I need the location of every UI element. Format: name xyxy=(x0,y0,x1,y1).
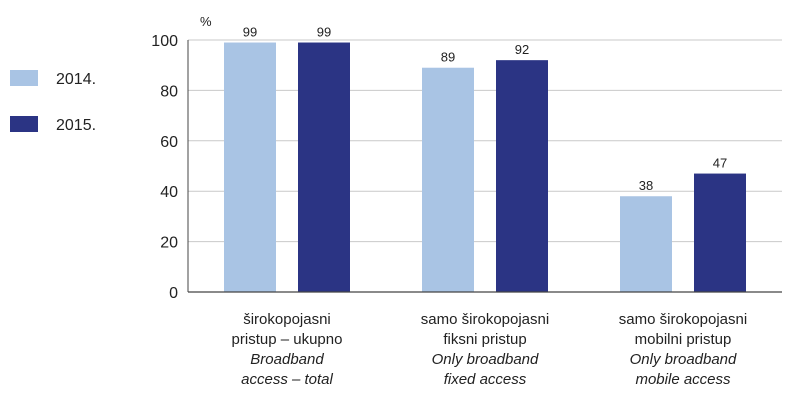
data-label: 47 xyxy=(713,156,727,171)
category-label: širokopojasni xyxy=(243,311,331,328)
data-label: 89 xyxy=(441,50,455,65)
y-tick-label: 0 xyxy=(169,285,178,302)
legend-label: 2015. xyxy=(56,117,96,134)
data-label: 99 xyxy=(243,25,257,40)
bar xyxy=(496,60,548,292)
legend-swatch xyxy=(10,70,38,86)
bar xyxy=(298,42,350,292)
axes: % xyxy=(187,14,782,293)
category-label: Only broadband xyxy=(630,351,737,368)
y-tick-label: 40 xyxy=(160,184,178,201)
unit-label: % xyxy=(200,14,212,29)
category-label: mobilni pristup xyxy=(635,331,732,348)
data-label: 99 xyxy=(317,25,331,40)
data-label: 92 xyxy=(515,42,529,57)
bar xyxy=(224,42,276,292)
category-label: samo širokopojasni xyxy=(619,311,747,328)
bars xyxy=(224,42,746,292)
category-label: samo širokopojasni xyxy=(421,311,549,328)
category-label: fiksni pristup xyxy=(443,331,526,348)
y-tick-label: 60 xyxy=(160,134,178,151)
category-label: Only broadband xyxy=(432,351,539,368)
legend-swatch xyxy=(10,116,38,132)
category-label: fixed access xyxy=(444,371,527,388)
legend-label: 2014. xyxy=(56,71,96,88)
legend: 2014. 2015. xyxy=(10,70,96,134)
category-label: pristup – ukupno xyxy=(232,331,343,348)
y-tick-label: 100 xyxy=(151,33,178,50)
y-tick-label: 80 xyxy=(160,83,178,100)
category-label: Broadband xyxy=(250,351,324,368)
category-labels: širokopojasni pristup – ukupno Broadband ac… xyxy=(232,311,748,388)
y-tick-label: 20 xyxy=(160,235,178,252)
gridlines xyxy=(188,39,782,243)
bar xyxy=(422,67,474,292)
bar xyxy=(694,173,746,292)
data-label: 38 xyxy=(639,178,653,193)
bar xyxy=(620,196,672,292)
category-label: access – total xyxy=(241,371,333,388)
y-tick-labels: 0 20 40 60 80 100 xyxy=(151,33,178,302)
category-label: mobile access xyxy=(635,371,731,388)
data-labels: 99 99 89 92 38 47 xyxy=(243,25,727,194)
